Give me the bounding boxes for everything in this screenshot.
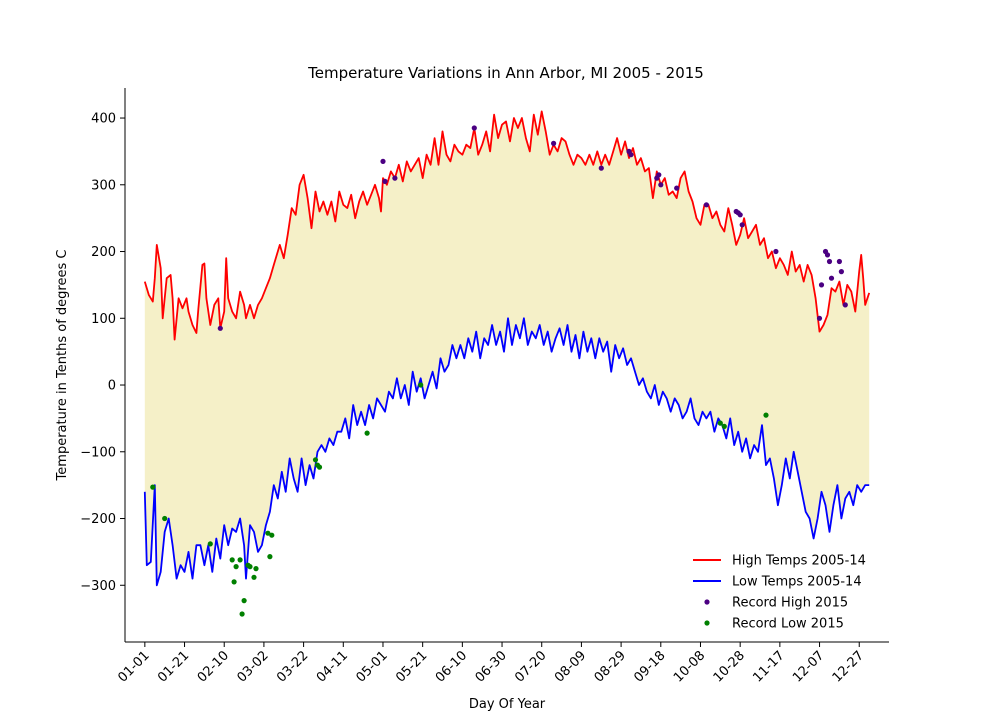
record-high-point [842, 302, 848, 308]
chart-title: Temperature Variations in Ann Arbor, MI … [307, 64, 704, 82]
record-low-point [364, 430, 370, 436]
x-tick-label: 02-10 [195, 648, 232, 685]
record-high-point [824, 252, 831, 258]
record-low-point [162, 515, 168, 522]
legend-high-temps-label: High Temps 2005-14 [732, 554, 866, 569]
y-tick-label: −200 [80, 512, 116, 527]
x-tick-label: 10-28 [711, 648, 748, 685]
record-high-point [836, 258, 843, 265]
x-tick-label: 04-11 [314, 648, 351, 685]
legend-low-temps-label: Low Temps 2005-14 [732, 575, 862, 590]
x-axis-label: Day Of Year [469, 697, 546, 712]
y-tick-label: 200 [91, 245, 116, 260]
legend: High Temps 2005-14 Low Temps 2005-14 Recor… [693, 554, 866, 632]
x-tick-label: 03-22 [274, 648, 311, 685]
record-low-point [247, 564, 253, 570]
x-tick-label: 07-20 [512, 648, 549, 685]
record-high-point [773, 248, 779, 255]
record-high-point [598, 165, 604, 171]
record-high-point [737, 212, 743, 218]
legend-record-high-swatch [704, 599, 710, 605]
record-high-point [828, 275, 835, 281]
y-tick-label: −100 [80, 445, 116, 460]
record-low-point [233, 564, 239, 570]
legend-record-low-label: Record Low 2015 [732, 617, 844, 632]
record-high-point [392, 175, 398, 181]
range-fill [144, 111, 870, 586]
record-low-point [316, 464, 323, 470]
record-high-point [838, 269, 845, 275]
y-tick-label: −300 [80, 579, 116, 594]
y-tick-label: 400 [91, 112, 116, 127]
y-tick-label: 100 [91, 312, 116, 327]
record-high-point [816, 315, 823, 321]
record-low-point [150, 484, 156, 490]
x-tick-label: 06-10 [433, 648, 470, 685]
record-low-point [251, 574, 257, 580]
record-low-point [267, 554, 273, 560]
record-high-point [217, 325, 223, 331]
record-high-point [658, 182, 664, 188]
record-high-point [382, 178, 388, 184]
low-temps-line [143, 317, 870, 587]
record-low-point [265, 530, 271, 536]
record-low-point [253, 566, 259, 572]
x-tick-label: 10-08 [671, 648, 708, 685]
legend-record-low-swatch [704, 620, 710, 626]
record-high-point [703, 202, 710, 208]
record-high-point [826, 258, 833, 265]
record-low-point [207, 541, 213, 547]
x-tick-label: 05-21 [393, 648, 430, 685]
record-low-point [312, 457, 319, 463]
record-high-point [628, 152, 634, 158]
record-high-point [656, 172, 662, 178]
record-low-point [239, 611, 245, 617]
record-high-point [674, 185, 680, 191]
record-low-point [231, 579, 237, 585]
high-temps-line [143, 110, 871, 341]
record-low-point [229, 557, 235, 563]
record-high-point [471, 125, 477, 131]
record-low-point [763, 412, 769, 418]
x-tick-label: 01-01 [115, 648, 152, 685]
y-axis-label: Temperature in Tenths of degrees C [55, 250, 70, 482]
record-low-point [237, 557, 243, 563]
record-low-point [241, 598, 247, 604]
x-tick-label: 01-21 [155, 648, 192, 685]
record-high-point [818, 282, 825, 288]
x-tick-label: 09-18 [631, 648, 668, 685]
y-tick-label: 300 [91, 178, 116, 193]
x-tick-label: 05-01 [353, 648, 390, 685]
record-low-point [418, 382, 424, 388]
x-tick-label: 08-09 [552, 648, 589, 685]
x-tick-label: 12-07 [790, 648, 827, 685]
record-low-point [269, 532, 275, 538]
x-tick-label: 12-27 [830, 648, 867, 685]
record-high-point [739, 222, 745, 228]
record-high-point [380, 158, 386, 164]
x-tick-label: 08-29 [592, 648, 629, 685]
record-low-point [717, 420, 723, 426]
record-low-point [721, 423, 727, 429]
x-tick-label: 11-17 [750, 648, 787, 685]
legend-record-high-label: Record High 2015 [732, 596, 848, 611]
record-high-point [551, 140, 557, 146]
y-tick-label: 0 [108, 379, 116, 394]
x-tick-label: 06-30 [473, 648, 510, 685]
x-tick-label: 03-02 [234, 648, 271, 685]
